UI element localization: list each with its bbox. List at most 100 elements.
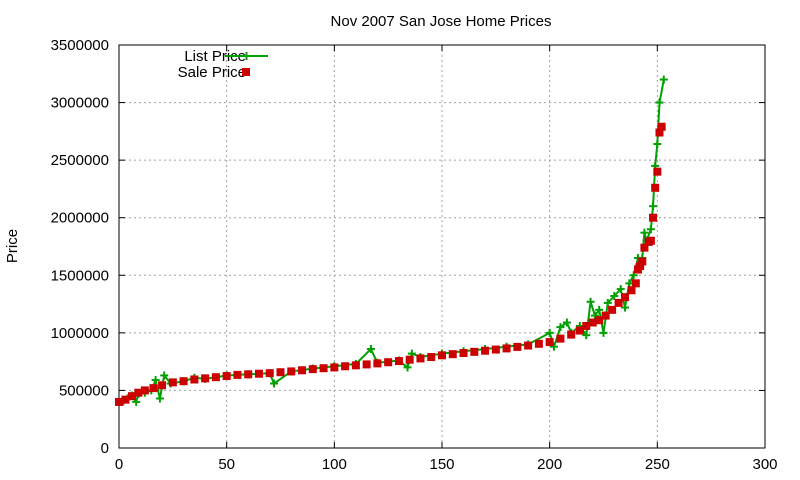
legend-label-list-price: List Price — [184, 48, 246, 65]
x-tick-label: 0 — [115, 456, 123, 473]
x-tick-label: 100 — [322, 456, 347, 473]
sale-price-point — [534, 339, 543, 348]
chart-title: Nov 2007 San Jose Home Prices — [331, 13, 552, 30]
sale-price-point — [254, 369, 263, 378]
sale-price-point — [608, 305, 617, 314]
sale-price-point — [134, 388, 143, 397]
y-tick-label: 0 — [101, 440, 109, 457]
sale-price-point — [640, 243, 649, 252]
sale-price-point — [631, 279, 640, 288]
list-price-point — [640, 228, 649, 237]
x-tick-label: 200 — [537, 456, 562, 473]
list-price-point — [586, 297, 595, 306]
sale-price-point — [115, 397, 123, 406]
list-price-point — [646, 225, 655, 234]
sale-price-point — [127, 392, 136, 401]
sale-price-point — [158, 381, 167, 390]
y-tick-label: 1000000 — [51, 325, 109, 342]
sale-price-point — [601, 311, 610, 320]
sale-price-point — [319, 364, 328, 373]
sale-price-point — [211, 373, 220, 382]
list-price-point — [366, 344, 375, 353]
list-price-point — [582, 331, 591, 340]
sale-price-point — [502, 344, 511, 353]
sale-price-point — [513, 342, 522, 351]
sale-price-point — [545, 338, 554, 347]
sale-price-point — [595, 316, 604, 325]
list-price-point — [616, 285, 625, 294]
sale-price-point — [651, 183, 660, 192]
sale-price-point — [614, 298, 623, 307]
x-tick-label: 50 — [218, 456, 235, 473]
list-price-point — [653, 140, 662, 149]
sale-price-point — [636, 262, 645, 271]
x-tick-label: 300 — [752, 456, 777, 473]
sale-price-point — [394, 357, 403, 366]
list-price-point — [160, 371, 169, 380]
sale-price-point — [621, 293, 630, 302]
sale-price-point — [140, 386, 149, 395]
list-price-point — [603, 298, 612, 307]
list-price-point — [151, 376, 160, 385]
series-layer — [115, 75, 668, 407]
sale-price-point — [276, 368, 285, 377]
x-tick-label: 250 — [645, 456, 670, 473]
sale-price-point — [405, 355, 414, 364]
list-price-point — [655, 98, 664, 107]
sale-price-point — [649, 213, 658, 222]
sale-price-point — [588, 318, 597, 327]
list-price-point — [155, 394, 164, 403]
list-price-point — [621, 303, 630, 312]
grid-lines — [119, 45, 765, 448]
list-price-point — [132, 397, 141, 406]
legend: List Price Sale Price — [178, 48, 268, 81]
sale-price-point — [121, 395, 130, 404]
sale-price-point — [627, 286, 636, 295]
sale-price-point — [638, 257, 647, 266]
y-tick-label: 3500000 — [51, 37, 109, 54]
sale-price-point — [330, 363, 339, 372]
list-price-point — [556, 323, 565, 332]
sale-price-point — [657, 122, 666, 131]
sale-price-point — [373, 359, 382, 368]
sale-price-point — [567, 330, 576, 339]
list-price-line — [118, 79, 665, 405]
sale-price-point — [655, 128, 664, 137]
sale-price-point — [168, 378, 177, 387]
sale-price-point — [384, 358, 393, 367]
sale-price-point — [470, 347, 479, 356]
list-price-point — [562, 318, 571, 327]
sale-price-point — [646, 236, 655, 245]
y-tick-label: 3000000 — [51, 95, 109, 112]
y-tick-label: 2500000 — [51, 152, 109, 169]
sale-price-point — [416, 354, 425, 363]
sale-price-point — [179, 377, 188, 386]
legend-label-sale-price: Sale Price — [178, 64, 246, 81]
sale-price-point — [459, 349, 468, 358]
y-tick-label: 500000 — [59, 382, 109, 399]
sale-price-point — [149, 384, 158, 393]
sale-price-point — [287, 367, 296, 376]
sale-price-point — [653, 167, 662, 176]
axis-ticks: 0 50 100 150 200 250 300 0 500000 1000000 1500000 2… — [51, 37, 778, 473]
sale-price-point — [438, 351, 446, 360]
list-price-point — [599, 328, 608, 337]
sale-price-point — [362, 360, 371, 369]
list-price-point — [610, 292, 619, 301]
list-price-point — [270, 379, 279, 388]
sale-price-point — [265, 369, 274, 378]
x-tick-label: 150 — [429, 456, 454, 473]
sale-price-point — [308, 365, 317, 374]
list-price-point — [595, 305, 604, 314]
list-price-point — [659, 75, 668, 84]
sale-price-point — [222, 372, 231, 381]
y-axis-label: Price — [4, 229, 21, 263]
sale-price-point — [190, 375, 199, 384]
sale-price-point — [298, 366, 307, 375]
legend-swatch-sale-price — [242, 68, 250, 76]
sale-price-point — [582, 321, 591, 330]
list-price-point — [403, 363, 412, 372]
list-price-point — [549, 342, 558, 351]
list-price-point — [629, 271, 638, 280]
sale-price-point — [524, 341, 533, 350]
